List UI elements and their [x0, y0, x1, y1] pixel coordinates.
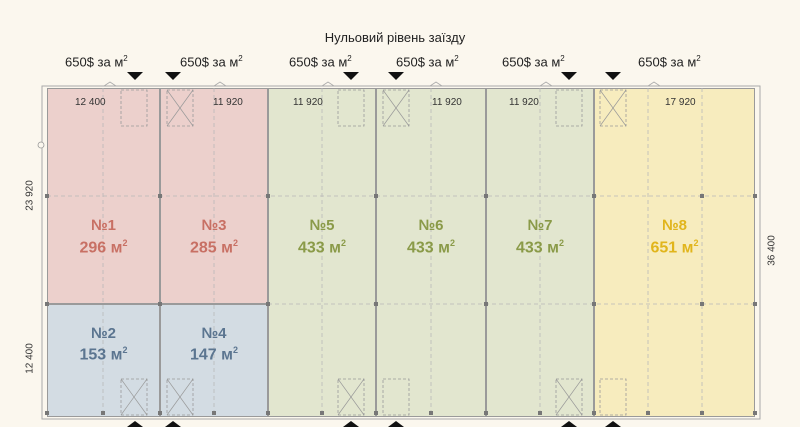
price-label: 650$ за м2	[396, 54, 459, 70]
unit-area: 285 м2	[190, 238, 238, 257]
floor-plan-title: Нульовий рівень заїзду	[324, 30, 466, 45]
unit-area: 147 м2	[190, 345, 238, 364]
unit-2[interactable]	[47, 304, 160, 417]
unit-number: №6	[418, 217, 444, 234]
entry-arrow-icon	[127, 72, 143, 80]
unit-area: 651 м2	[650, 238, 699, 257]
unit-number: №7	[527, 217, 553, 234]
dimension-label: 11 920	[432, 97, 462, 108]
price-label: 650$ за м2	[289, 54, 352, 70]
entry-arrow-icon	[561, 421, 577, 427]
entry-arrow-icon	[343, 72, 359, 80]
unit-area: 296 м2	[79, 238, 128, 257]
dimension-label: 12 400	[75, 97, 106, 108]
unit-number: №8	[661, 217, 688, 234]
entry-arrow-icon	[388, 72, 404, 80]
dimension-label: 11 920	[293, 97, 323, 108]
unit-number: №3	[201, 217, 227, 234]
entry-arrow-icon	[561, 72, 577, 80]
unit-area: 433 м2	[298, 238, 346, 257]
dimension-label: 11 920	[213, 97, 243, 108]
entry-arrow-icon	[605, 421, 621, 427]
unit-area: 433 м2	[516, 238, 564, 257]
unit-area: 433 м2	[407, 238, 455, 257]
dimension-label: 11 920	[509, 97, 539, 108]
entry-arrow-icon	[388, 421, 404, 427]
entry-arrow-icon	[165, 421, 181, 427]
unit-number: №1	[90, 217, 117, 234]
price-label: 650$ за м2	[502, 54, 565, 70]
dimension-label: 17 920	[665, 97, 696, 108]
dimension-label-left-upper: 23 920	[24, 180, 36, 211]
entry-arrow-icon	[343, 421, 359, 427]
dimension-label-left-lower: 12 400	[24, 343, 36, 374]
unit-number: №2	[90, 325, 117, 342]
price-label: 650$ за м2	[638, 54, 701, 70]
unit-number: №5	[309, 217, 335, 234]
unit-number: №4	[201, 325, 227, 342]
unit-8[interactable]	[594, 88, 755, 417]
entry-arrow-icon	[165, 72, 181, 80]
price-label: 650$ за м2	[180, 54, 243, 70]
price-label: 650$ за м2	[65, 54, 128, 70]
unit-area: 153 м2	[79, 345, 128, 364]
dimension-label-right: 36 400	[766, 235, 778, 266]
entry-arrow-icon	[605, 72, 621, 80]
entry-arrow-icon	[127, 421, 143, 427]
